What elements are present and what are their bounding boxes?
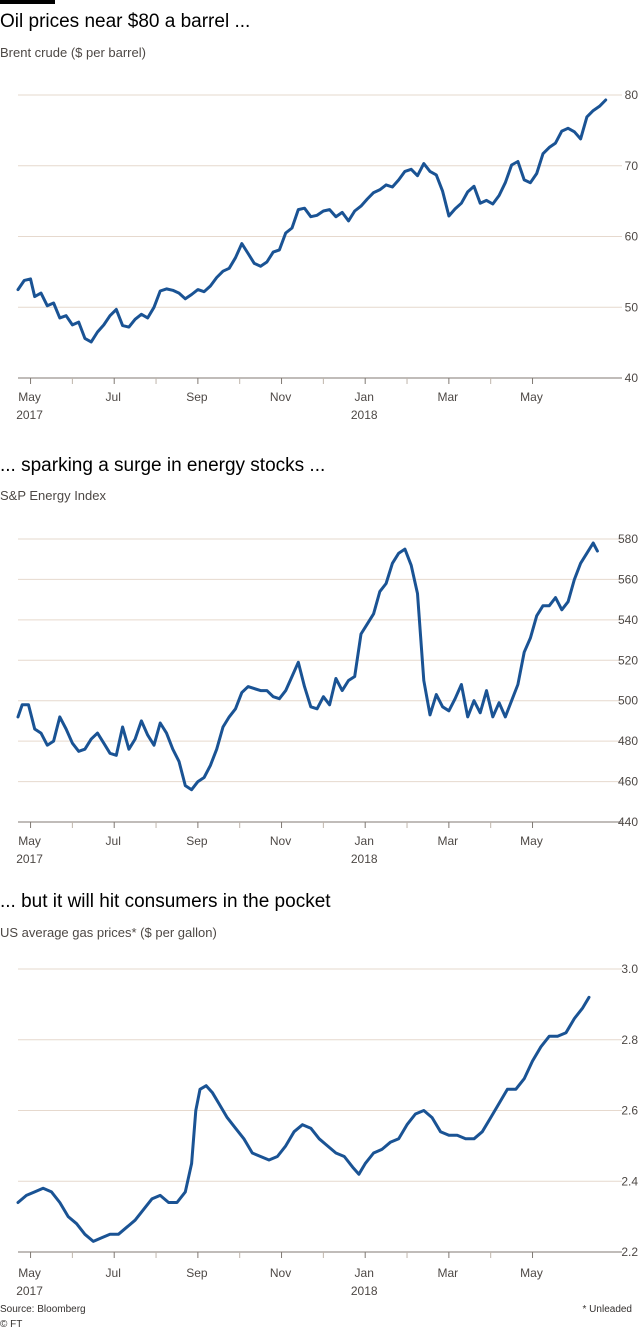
x-tick-label: Sep — [186, 834, 208, 848]
y-tick-label: 540 — [618, 613, 638, 627]
series-line — [16, 541, 599, 792]
y-tick-label: 2.2 — [621, 1245, 638, 1259]
series-line — [16, 995, 591, 1243]
chart-2-title: ... sparking a surge in energy stocks ..… — [0, 455, 326, 476]
x-tick-label: Jan — [355, 390, 374, 404]
y-tick-label: 70 — [625, 159, 639, 173]
y-tick-label: 50 — [625, 300, 639, 314]
x-year-label: 2018 — [351, 1284, 378, 1298]
copyright: © FT — [0, 1319, 23, 1330]
y-tick-label: 2.6 — [621, 1104, 638, 1118]
y-tick-label: 560 — [618, 572, 638, 586]
y-tick-label: 40 — [625, 371, 639, 385]
y-tick-label: 500 — [618, 694, 638, 708]
chart-energy-index: 440 460 480 500 520 540 560 580 May 2017 Jul Sep Nov… — [16, 532, 638, 866]
y-tick-label: 520 — [618, 653, 638, 667]
x-tick-label: Jan — [355, 834, 374, 848]
y-tick-label: 3.0 — [621, 962, 638, 976]
x-tick-label: Nov — [270, 834, 291, 848]
x-tick-label: May — [18, 390, 41, 404]
y-tick-label: 480 — [618, 734, 638, 748]
ft-top-bar — [0, 0, 55, 4]
y-tick-label: 460 — [618, 775, 638, 789]
y-tick-label: 440 — [618, 815, 638, 829]
footnote: * Unleaded — [582, 1304, 632, 1315]
x-tick-label: May — [520, 390, 543, 404]
chart-2-subtitle: S&P Energy Index — [0, 488, 106, 503]
x-year-label: 2018 — [351, 852, 378, 866]
x-year-label: 2017 — [16, 1284, 43, 1298]
x-tick-label: Mar — [438, 1266, 459, 1280]
y-tick-label: 2.8 — [621, 1033, 638, 1047]
chart-3-title: ... but it will hit consumers in the poc… — [0, 891, 331, 912]
x-tick-label: Mar — [438, 834, 459, 848]
chart-1-title: Oil prices near $80 a barrel ... — [0, 11, 251, 32]
x-year-label: 2017 — [16, 852, 43, 866]
chart-3-subtitle: US average gas prices* ($ per gallon) — [0, 925, 217, 940]
chart-1-subtitle: Brent crude ($ per barrel) — [0, 45, 146, 60]
x-tick-label: Jan — [355, 1266, 374, 1280]
x-tick-label: Mar — [438, 390, 459, 404]
x-year-label: 2018 — [351, 408, 378, 422]
x-tick-label: Nov — [270, 390, 291, 404]
y-tick-label: 2.4 — [621, 1174, 638, 1188]
x-tick-label: Jul — [106, 834, 121, 848]
x-tick-label: Jul — [106, 1266, 121, 1280]
x-tick-label: May — [18, 834, 41, 848]
y-tick-label: 80 — [625, 88, 639, 102]
x-tick-label: May — [520, 834, 543, 848]
source-note: Source: Bloomberg — [0, 1304, 86, 1315]
x-tick-label: May — [18, 1266, 41, 1280]
chart-brent-crude: 40 50 60 70 80 May 2017 Jul Sep Nov Jan 2018 Mar May — [16, 88, 639, 422]
y-tick-label: 580 — [618, 532, 638, 546]
x-tick-label: Jul — [106, 390, 121, 404]
x-tick-label: Sep — [186, 390, 208, 404]
x-tick-label: Nov — [270, 1266, 291, 1280]
y-tick-label: 60 — [625, 230, 639, 244]
x-tick-label: May — [520, 1266, 543, 1280]
x-year-label: 2017 — [16, 408, 43, 422]
series-line — [16, 98, 608, 344]
x-tick-label: Sep — [186, 1266, 208, 1280]
